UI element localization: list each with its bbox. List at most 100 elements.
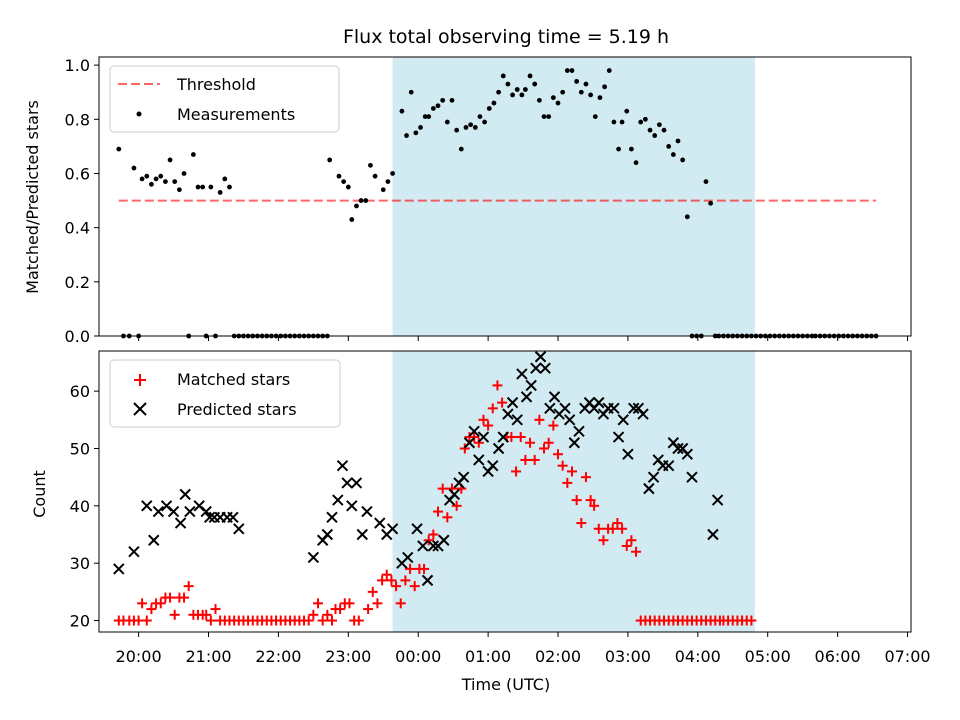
matched-point [335, 604, 346, 615]
measurement-point [158, 173, 164, 179]
matched-point [617, 523, 628, 534]
top-points [116, 68, 879, 339]
chart-title: Flux total observing time = 5.19 h [343, 26, 669, 48]
matched-point [155, 598, 166, 609]
measurement-point [139, 176, 145, 182]
bottom-x-axis: 20:00 21:00 22:00 23:00 00:00 01:00 02:00 03:00… [116, 632, 931, 666]
measurement-point [684, 214, 690, 220]
predicted-point [233, 523, 245, 535]
bottom-x-tick-label: 02:00 [535, 647, 581, 666]
measurement-point [703, 179, 709, 185]
matched-point [515, 432, 526, 443]
measurement-point [652, 133, 658, 138]
matched-point [487, 403, 498, 414]
matched-point [308, 609, 319, 620]
measurement-point [670, 152, 676, 157]
matched-point [317, 615, 328, 626]
bottom-legend: Matched stars Predicted stars [109, 359, 341, 428]
bottom-points [113, 351, 757, 626]
measurement-point [422, 114, 428, 119]
matched-point [344, 598, 355, 609]
predicted-point [516, 368, 528, 380]
measurement-point [647, 127, 653, 133]
measurement-point [583, 81, 589, 87]
predicted-point [427, 540, 440, 552]
predicted-point [203, 511, 216, 524]
matched-point [419, 563, 430, 574]
predicted-point [707, 528, 719, 541]
measurement-point [345, 184, 351, 190]
predicted-point [179, 488, 191, 501]
measurement-point [327, 157, 333, 163]
matched-point [437, 483, 448, 494]
predicted-point [152, 505, 165, 518]
predicted-point [497, 431, 509, 443]
matched-point [210, 604, 221, 615]
predicted-point [473, 454, 485, 466]
measurement-point [491, 100, 497, 106]
predicted-point [539, 362, 551, 374]
measurement-point [131, 165, 137, 171]
matched-point [141, 615, 152, 626]
matched-point [459, 443, 470, 454]
top-y-axis: 0.0 0.2 0.4 0.6 0.8 1.0 [65, 56, 99, 346]
measurement-point [680, 157, 686, 163]
measurement-point [222, 176, 228, 182]
measurement-point [550, 95, 556, 101]
measurement-point [444, 119, 450, 125]
measurement-point [418, 125, 423, 130]
measurement-point [463, 125, 469, 130]
matched-point [201, 609, 212, 620]
predicted-point [544, 402, 556, 415]
matched-point [534, 414, 545, 425]
measurement-point [372, 173, 378, 179]
predicted-point [468, 425, 480, 437]
matched-point [473, 437, 484, 448]
bottom-x-tick-label: 07:00 [884, 647, 930, 666]
measurement-point [500, 73, 506, 79]
bottom-y-tick-label: 20 [70, 612, 90, 631]
predicted-point [350, 477, 363, 489]
predicted-point [681, 448, 694, 460]
measurement-point [163, 179, 168, 185]
measurement-point [149, 181, 154, 187]
predicted-point [593, 396, 605, 409]
bottom-x-tick-label: 23:00 [325, 647, 371, 666]
matched-point [548, 420, 559, 431]
measurement-point [341, 179, 347, 185]
measurement-point [449, 97, 455, 103]
bottom-y-axis: 20 30 40 50 60 [70, 382, 99, 631]
measurement-point [638, 119, 644, 125]
measurement-point [116, 146, 122, 152]
matched-point [146, 604, 157, 615]
matched-point [589, 500, 600, 511]
predicted-point [227, 511, 239, 524]
measurements-legend-label: Measurements [177, 105, 295, 124]
predicted-point [534, 351, 547, 363]
matched-legend-label: Matched stars [177, 370, 290, 389]
measurement-point [176, 187, 182, 193]
matched-point [400, 575, 411, 586]
bottom-panel: 20 30 40 50 60 20:00 21:00 22:00 23:00 00:00 01:0… [30, 350, 931, 694]
measurement-point [440, 97, 446, 103]
measurement-point [619, 119, 625, 125]
bottom-x-tick-label: 06:00 [815, 647, 861, 666]
bottom-x-tick-label: 05:00 [745, 647, 791, 666]
matched-point [626, 535, 637, 546]
measurement-point [195, 184, 201, 190]
threshold-legend-label: Threshold [176, 75, 256, 94]
bottom-x-tick-label: 22:00 [255, 647, 301, 666]
measurement-point [426, 114, 432, 119]
matched-point [571, 495, 582, 506]
measurement-point [217, 190, 223, 195]
matched-point [631, 546, 642, 557]
measurement-point [606, 68, 612, 73]
matched-point [478, 414, 489, 425]
predicted-point [672, 442, 684, 455]
measurement-point [435, 103, 441, 109]
predicted-point [184, 505, 196, 518]
predicted-point [477, 431, 490, 443]
measurement-point [564, 68, 570, 73]
predicted-point [113, 563, 125, 575]
matched-point [598, 535, 609, 546]
